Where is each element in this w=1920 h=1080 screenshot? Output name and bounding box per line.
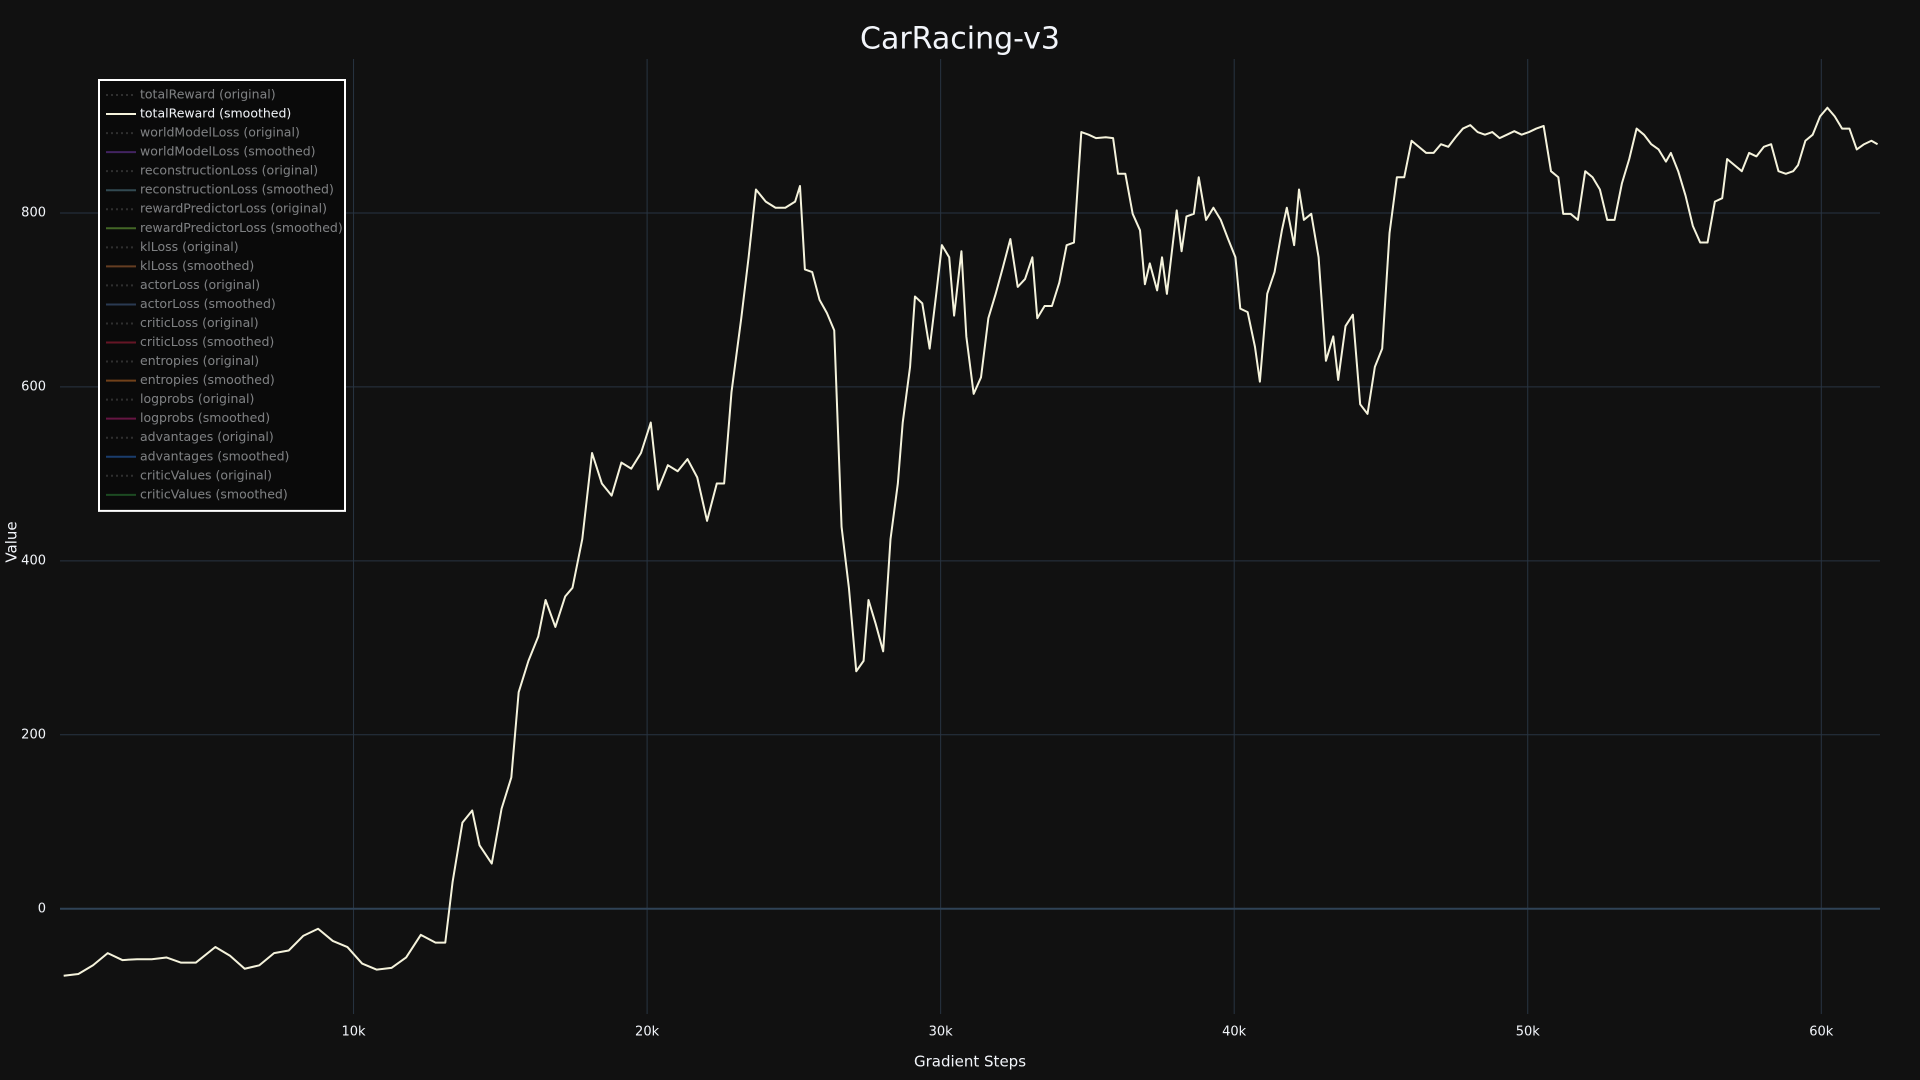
legend-item[interactable]: criticLoss (smoothed) bbox=[106, 334, 274, 349]
x-tick-label: 40k bbox=[1222, 1025, 1247, 1040]
legend-label: totalReward (smoothed) bbox=[140, 106, 291, 121]
legend-label: actorLoss (original) bbox=[140, 277, 260, 292]
legend-label: entropies (smoothed) bbox=[140, 372, 275, 387]
legend-item[interactable]: entropies (original) bbox=[106, 353, 259, 368]
y-tick-label: 0 bbox=[38, 901, 46, 916]
legend-item[interactable]: logprobs (smoothed) bbox=[106, 410, 270, 425]
x-tick-label: 60k bbox=[1809, 1025, 1834, 1040]
legend-item[interactable]: klLoss (original) bbox=[106, 239, 239, 254]
legend-item[interactable]: criticValues (smoothed) bbox=[106, 486, 288, 501]
legend-label: reconstructionLoss (original) bbox=[140, 163, 318, 178]
legend-label: advantages (original) bbox=[140, 429, 274, 444]
legend-item[interactable]: logprobs (original) bbox=[106, 391, 254, 406]
legend-label: klLoss (original) bbox=[140, 239, 239, 254]
legend-item[interactable]: reconstructionLoss (smoothed) bbox=[106, 182, 334, 197]
legend-item[interactable]: totalReward (smoothed) bbox=[106, 106, 291, 121]
x-tick-label: 20k bbox=[635, 1025, 660, 1040]
legend-item[interactable]: reconstructionLoss (original) bbox=[106, 163, 318, 178]
legend-label: criticLoss (original) bbox=[140, 315, 259, 330]
grid bbox=[60, 59, 1880, 1014]
legend-label: reconstructionLoss (smoothed) bbox=[140, 182, 334, 197]
y-tick-label: 600 bbox=[21, 379, 46, 394]
legend-item[interactable]: rewardPredictorLoss (original) bbox=[106, 201, 327, 216]
legend-item[interactable]: actorLoss (original) bbox=[106, 277, 260, 292]
legend-label: criticValues (smoothed) bbox=[140, 486, 288, 501]
y-tick-label: 400 bbox=[21, 553, 46, 568]
legend-item[interactable]: worldModelLoss (smoothed) bbox=[106, 144, 316, 159]
legend-item[interactable]: criticLoss (original) bbox=[106, 315, 259, 330]
legend-label: klLoss (smoothed) bbox=[140, 258, 254, 273]
legend-label: totalReward (original) bbox=[140, 87, 276, 102]
y-tick-label: 200 bbox=[21, 727, 46, 742]
legend-label: entropies (original) bbox=[140, 353, 259, 368]
legend-label: criticLoss (smoothed) bbox=[140, 334, 274, 349]
legend-item[interactable]: criticValues (original) bbox=[106, 467, 272, 482]
legend-label: criticValues (original) bbox=[140, 467, 272, 482]
legend: totalReward (original) totalReward (smoot… bbox=[98, 79, 346, 512]
legend-label: worldModelLoss (original) bbox=[140, 125, 300, 140]
legend-label: rewardPredictorLoss (smoothed) bbox=[140, 220, 343, 235]
legend-box bbox=[98, 79, 346, 512]
x-tick-label: 30k bbox=[929, 1025, 954, 1040]
legend-label: logprobs (original) bbox=[140, 391, 254, 406]
legend-item[interactable]: advantages (original) bbox=[106, 429, 274, 444]
y-axis-title: Value bbox=[3, 521, 21, 562]
legend-item[interactable]: rewardPredictorLoss (smoothed) bbox=[106, 220, 343, 235]
chart-title: CarRacing-v3 bbox=[860, 22, 1060, 57]
legend-item[interactable]: actorLoss (smoothed) bbox=[106, 296, 276, 311]
legend-item[interactable]: advantages (smoothed) bbox=[106, 448, 289, 463]
legend-item[interactable]: totalReward (original) bbox=[106, 87, 276, 102]
y-tick-label: 800 bbox=[21, 205, 46, 220]
legend-item[interactable]: klLoss (smoothed) bbox=[106, 258, 254, 273]
data-line bbox=[63, 106, 1879, 977]
legend-label: advantages (smoothed) bbox=[140, 448, 289, 463]
x-tick-label: 10k bbox=[342, 1025, 367, 1040]
x-tick-label: 50k bbox=[1516, 1025, 1541, 1040]
legend-label: logprobs (smoothed) bbox=[140, 410, 270, 425]
legend-label: actorLoss (smoothed) bbox=[140, 296, 276, 311]
legend-label: rewardPredictorLoss (original) bbox=[140, 201, 327, 216]
legend-label: worldModelLoss (smoothed) bbox=[140, 144, 316, 159]
legend-item[interactable]: worldModelLoss (original) bbox=[106, 125, 300, 140]
legend-item[interactable]: entropies (smoothed) bbox=[106, 372, 275, 387]
x-axis-title: Gradient Steps bbox=[914, 1053, 1026, 1071]
